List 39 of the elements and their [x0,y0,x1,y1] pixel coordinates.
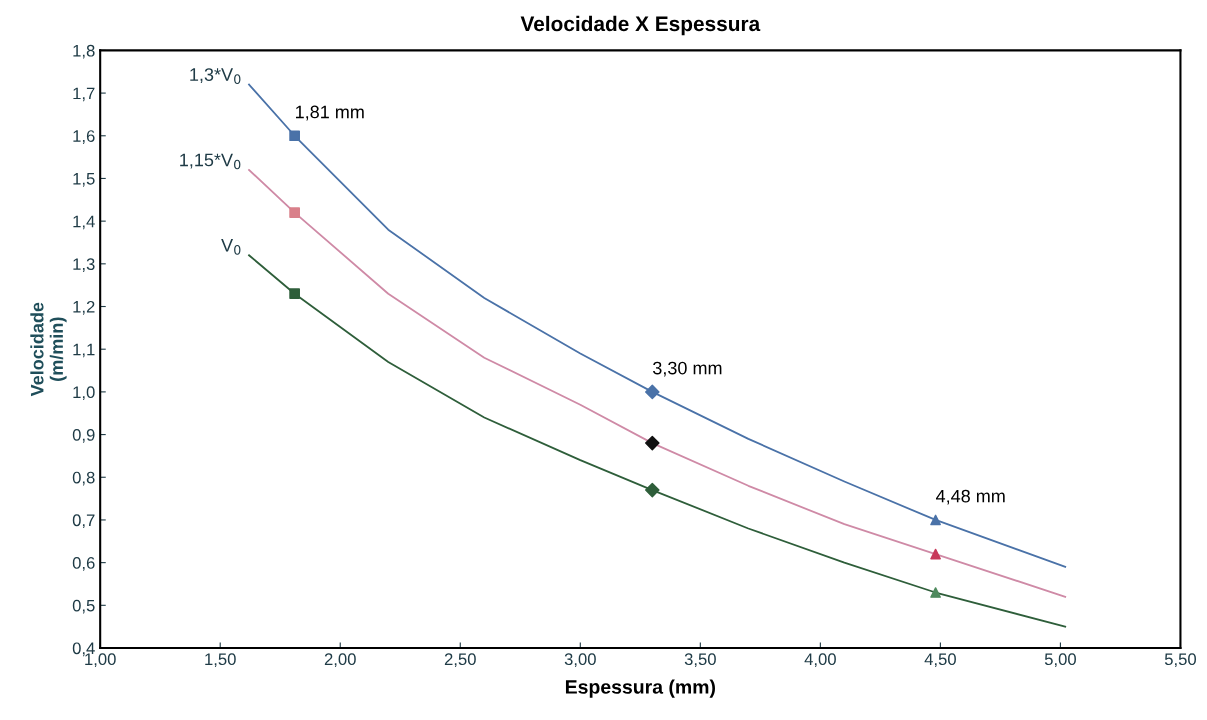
y-tick-label: 1,4 [73,215,95,230]
point [930,548,941,560]
y-tick-label: 1,0 [73,386,95,401]
y-tick-label: 1,7 [73,87,95,102]
y-tick-label: 0,9 [72,428,95,443]
x-tick-label: 4,50 [924,653,956,668]
y-tick-label: 0,6 [72,557,95,571]
annotation: 4,48 mm [936,489,1005,505]
x-tick-label: 5,00 [1044,653,1076,668]
x-tick-label: 2,00 [324,653,356,668]
x-tick-label: 4,00 [804,653,836,668]
y-tick-label: 0,8 [72,471,95,486]
y-tick-label: 0,5 [72,599,95,614]
x-tick-label: 3,50 [684,653,716,668]
y-tick-label: 1,2 [73,300,95,315]
series-label: 1,15*V$_{0}$ [180,153,241,170]
y-tick-label: 1,1 [73,343,95,358]
point [289,207,300,218]
x-tick-label: 3,00 [564,653,596,668]
annotation: 3,30 mm [653,361,722,377]
series-label: 1,3*V$_{0}$ [190,68,241,84]
y-tick-label: 1,5 [73,173,95,187]
line-series [248,83,1067,568]
chart-title: Velocidade X Espessura [520,15,761,36]
line-series [248,254,1067,628]
point [930,587,941,598]
y-tick-label: 0,7 [72,514,95,529]
x-axis-title: Espessura (mm) [565,679,715,698]
x-tick-label: 1,50 [205,653,236,668]
y-tick-label: 1,3 [73,258,95,272]
series-label: V$_{0}$ [221,239,241,255]
y-axis-title: Velocidade (m/min) [30,302,67,397]
x-tick-label: 2,50 [444,653,476,668]
line-series [248,169,1067,598]
x-tick-label: 5,50 [1164,653,1197,668]
y-tick-label: 1,8 [73,44,95,59]
point [645,435,660,451]
annotation: 1,81 mm [296,105,364,121]
y-tick-label: 1,6 [73,130,95,144]
